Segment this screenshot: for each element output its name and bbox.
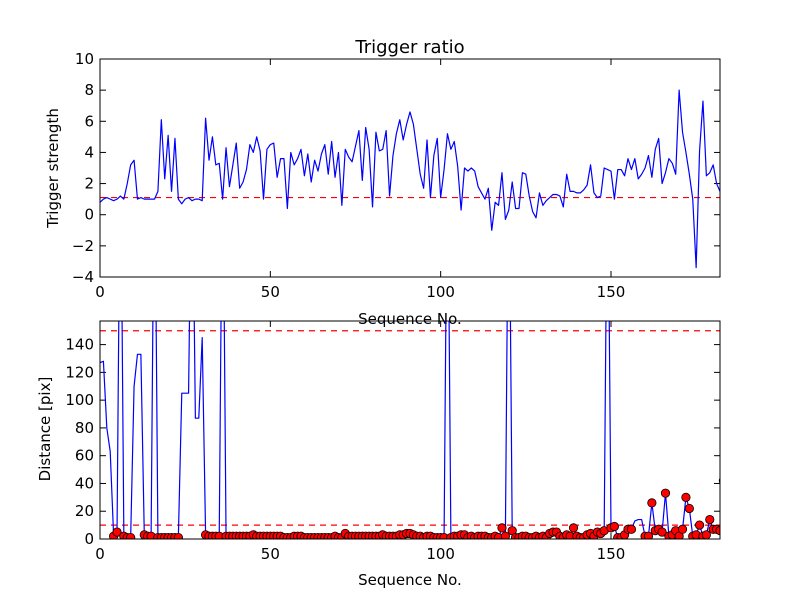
trigger-ratio-chart: Trigger ratio Sequence No. Trigger stren… bbox=[44, 37, 721, 328]
series-layer bbox=[100, 89, 720, 269]
x-tick-label: 0 bbox=[95, 283, 105, 301]
plot-frame bbox=[99, 320, 721, 540]
data-point-marker bbox=[568, 523, 579, 533]
data-point-marker bbox=[681, 492, 691, 502]
data-point-marker bbox=[694, 520, 705, 530]
series-layer bbox=[100, 321, 720, 539]
data-point-marker bbox=[660, 488, 671, 498]
y-axis-label: Trigger strength bbox=[44, 108, 62, 229]
y-tick-label: 10 bbox=[75, 50, 94, 68]
y-tick-label: 0 bbox=[84, 206, 94, 224]
x-axis-label: Sequence No. bbox=[358, 571, 462, 589]
x-tick-label: 50 bbox=[261, 283, 280, 301]
y-tick-label: 2 bbox=[84, 175, 94, 193]
y-tick-label: 140 bbox=[65, 336, 94, 354]
tick-layer: 0 50 100 150 0 20 40 60 80 100 120 140 bbox=[65, 321, 720, 563]
y-tick-label: 0 bbox=[84, 530, 94, 548]
data-point-marker bbox=[647, 498, 657, 508]
y-tick-label: 8 bbox=[84, 81, 94, 99]
plot-frame bbox=[99, 58, 721, 278]
x-tick-label: 0 bbox=[95, 545, 105, 563]
y-tick-label: 40 bbox=[75, 474, 94, 492]
x-tick-label: 150 bbox=[597, 545, 626, 563]
series-line bbox=[100, 89, 720, 269]
data-point-marker bbox=[500, 531, 510, 539]
data-point-marker bbox=[657, 527, 667, 537]
data-point-marker bbox=[497, 523, 507, 533]
y-tick-label: 100 bbox=[65, 391, 94, 409]
data-point-marker bbox=[173, 533, 183, 539]
data-point-marker bbox=[112, 527, 122, 537]
distance-chart: Sequence No. Distance [pix] 0 50 100 150 0 20… bbox=[36, 320, 721, 589]
data-point-marker bbox=[705, 514, 715, 525]
threshold-layer bbox=[100, 330, 720, 526]
data-point-marker bbox=[626, 524, 637, 534]
y-tick-label: 80 bbox=[75, 419, 94, 437]
data-point-marker bbox=[677, 524, 688, 534]
tick-layer: 0 50 100 150 −4 −2 0 2 4 6 8 10 bbox=[72, 50, 720, 301]
y-tick-label: 120 bbox=[65, 363, 94, 381]
data-point-marker bbox=[701, 530, 711, 539]
y-tick-label: −2 bbox=[72, 237, 94, 255]
data-point-marker bbox=[126, 533, 136, 539]
y-tick-label: 20 bbox=[75, 502, 94, 520]
x-tick-label: 150 bbox=[597, 283, 626, 301]
y-axis-label: Distance [pix] bbox=[36, 377, 54, 482]
y-tick-label: 4 bbox=[84, 143, 94, 161]
chart-title: Trigger ratio bbox=[354, 37, 464, 58]
x-tick-label: 100 bbox=[426, 545, 455, 563]
data-point-marker bbox=[684, 503, 694, 514]
x-axis-label: Sequence No. bbox=[358, 310, 462, 328]
y-tick-label: 60 bbox=[75, 447, 94, 465]
y-tick-label: 6 bbox=[84, 112, 94, 130]
data-point-marker bbox=[609, 521, 620, 532]
x-tick-label: 100 bbox=[426, 283, 455, 301]
y-tick-label: −4 bbox=[72, 268, 94, 286]
data-point-marker bbox=[643, 531, 654, 539]
x-tick-label: 50 bbox=[261, 545, 280, 563]
